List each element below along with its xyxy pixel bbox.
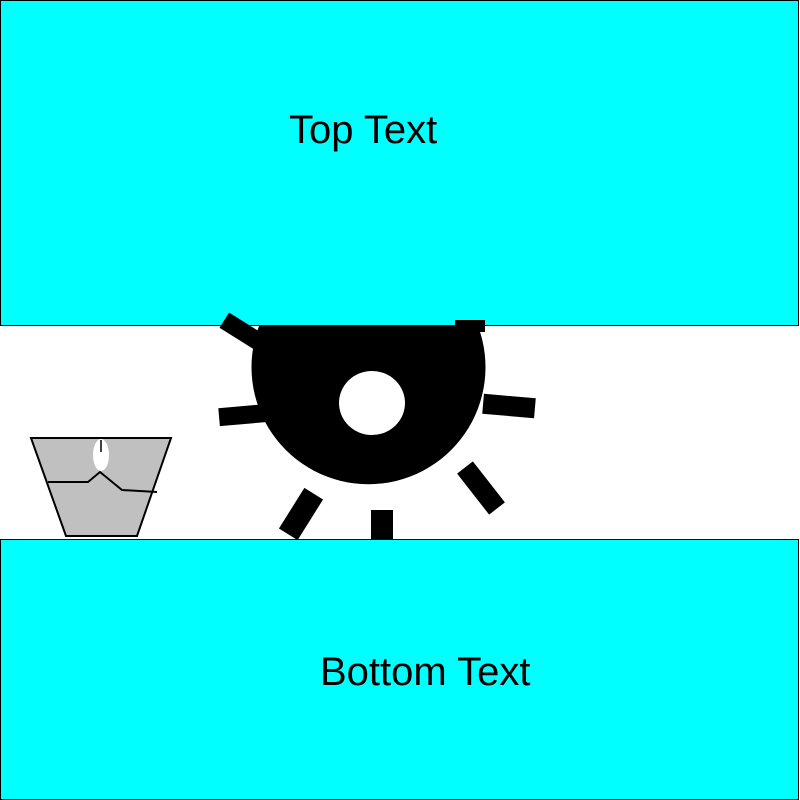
gear-icon — [218, 312, 536, 541]
broken-cup-icon — [29, 437, 173, 537]
top-band — [0, 0, 799, 326]
bottom-band — [0, 539, 799, 800]
top-caption: Top Text — [289, 108, 438, 152]
bottom-caption: Bottom Text — [320, 650, 531, 694]
